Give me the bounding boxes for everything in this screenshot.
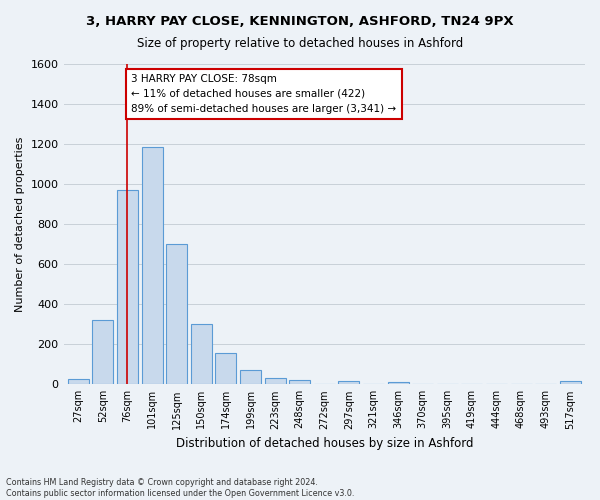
Y-axis label: Number of detached properties: Number of detached properties: [15, 136, 25, 312]
Bar: [338, 382, 359, 384]
X-axis label: Distribution of detached houses by size in Ashford: Distribution of detached houses by size …: [176, 437, 473, 450]
Text: Size of property relative to detached houses in Ashford: Size of property relative to detached ho…: [137, 38, 463, 51]
Bar: [68, 380, 89, 384]
Bar: [289, 380, 310, 384]
Bar: [265, 378, 286, 384]
Bar: [215, 354, 236, 384]
Bar: [142, 147, 163, 384]
Bar: [240, 370, 261, 384]
Text: Contains HM Land Registry data © Crown copyright and database right 2024.
Contai: Contains HM Land Registry data © Crown c…: [6, 478, 355, 498]
Bar: [92, 320, 113, 384]
Bar: [560, 382, 581, 384]
Bar: [117, 190, 138, 384]
Bar: [191, 324, 212, 384]
Text: 3 HARRY PAY CLOSE: 78sqm
← 11% of detached houses are smaller (422)
89% of semi-: 3 HARRY PAY CLOSE: 78sqm ← 11% of detach…: [131, 74, 397, 114]
Bar: [388, 382, 409, 384]
Text: 3, HARRY PAY CLOSE, KENNINGTON, ASHFORD, TN24 9PX: 3, HARRY PAY CLOSE, KENNINGTON, ASHFORD,…: [86, 15, 514, 28]
Bar: [166, 244, 187, 384]
